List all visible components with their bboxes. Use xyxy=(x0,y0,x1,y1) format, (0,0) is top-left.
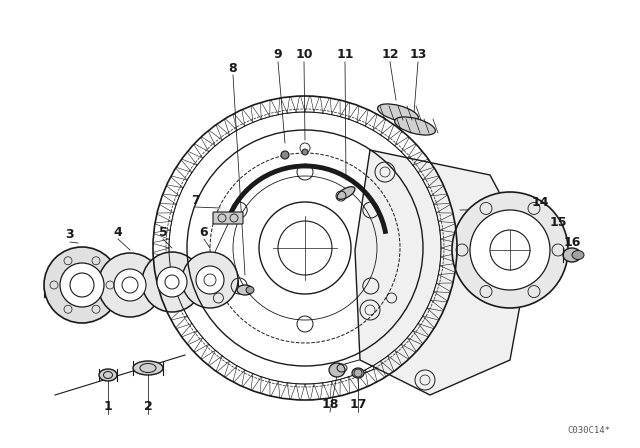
Text: 12: 12 xyxy=(381,48,399,61)
Circle shape xyxy=(60,263,104,307)
Ellipse shape xyxy=(572,250,584,259)
Ellipse shape xyxy=(563,248,581,262)
Text: 17: 17 xyxy=(349,399,367,412)
Ellipse shape xyxy=(337,187,355,199)
Ellipse shape xyxy=(352,368,364,378)
Text: 1: 1 xyxy=(104,401,113,414)
Circle shape xyxy=(114,269,146,301)
Text: 10: 10 xyxy=(295,48,313,61)
Circle shape xyxy=(196,266,224,294)
Text: 6: 6 xyxy=(200,225,208,238)
Text: 15: 15 xyxy=(549,215,567,228)
Circle shape xyxy=(452,192,568,308)
Ellipse shape xyxy=(395,117,435,135)
Text: 14: 14 xyxy=(531,195,548,208)
Ellipse shape xyxy=(99,369,117,381)
Ellipse shape xyxy=(378,104,419,122)
FancyBboxPatch shape xyxy=(213,212,243,224)
Circle shape xyxy=(182,252,238,308)
Text: 5: 5 xyxy=(159,225,168,238)
Circle shape xyxy=(98,253,162,317)
Text: C030C14*: C030C14* xyxy=(567,426,610,435)
Ellipse shape xyxy=(237,285,253,295)
Circle shape xyxy=(281,151,289,159)
Circle shape xyxy=(302,149,308,155)
Text: 11: 11 xyxy=(336,48,354,61)
Text: 16: 16 xyxy=(563,236,580,249)
Text: 9: 9 xyxy=(274,48,282,61)
Circle shape xyxy=(157,267,187,297)
Circle shape xyxy=(44,247,120,323)
Text: 4: 4 xyxy=(114,225,122,238)
Ellipse shape xyxy=(329,363,345,377)
Text: 13: 13 xyxy=(410,48,427,61)
Text: 8: 8 xyxy=(228,61,237,74)
Circle shape xyxy=(142,252,202,312)
Circle shape xyxy=(470,210,550,290)
Polygon shape xyxy=(355,150,530,395)
Text: 2: 2 xyxy=(143,401,152,414)
Ellipse shape xyxy=(133,361,163,375)
Text: 7: 7 xyxy=(191,194,200,207)
Ellipse shape xyxy=(246,287,254,293)
Text: 3: 3 xyxy=(66,228,74,241)
Text: 18: 18 xyxy=(321,399,339,412)
